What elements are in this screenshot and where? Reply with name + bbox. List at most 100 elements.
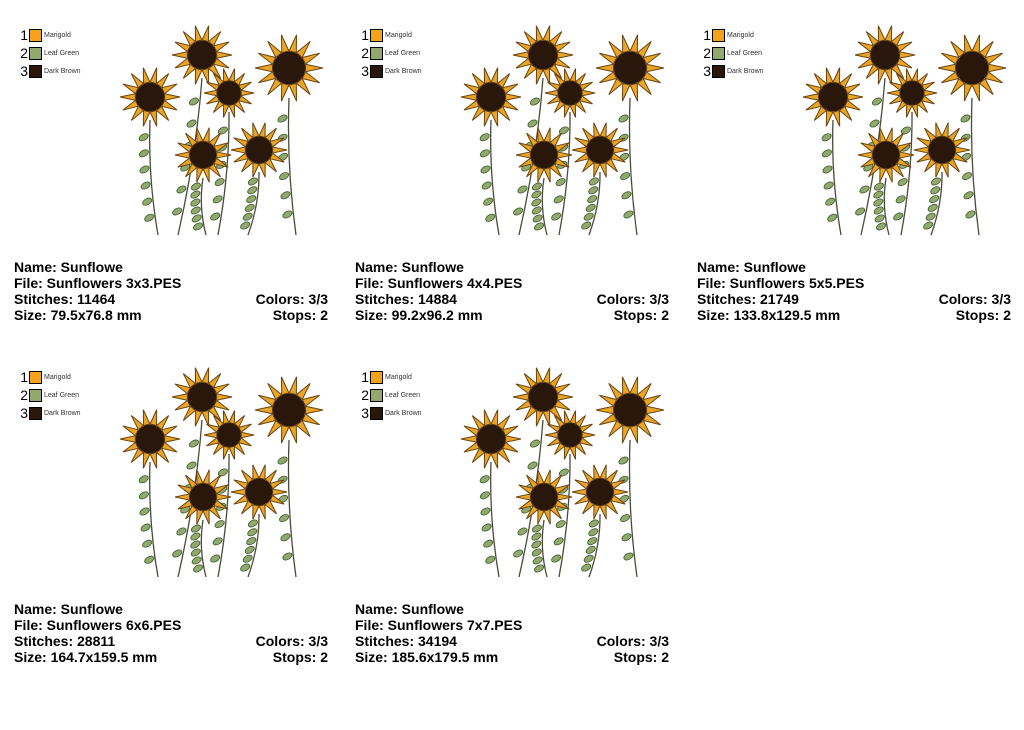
color-swatch-marigold <box>29 28 42 42</box>
color-legend: 1 Marigold 2 Leaf Green 3 Dark Brown <box>19 26 81 80</box>
design-card: 1 Marigold 2 Leaf Green 3 Dark Brown Nam… <box>0 0 330 323</box>
color-swatch-leaf-green <box>29 46 42 60</box>
legend-item: 1 Marigold <box>19 368 81 386</box>
legend-item: 1 Marigold <box>702 26 764 44</box>
design-info: Name: Sunflowe File: Sunflowers 5x5.PES … <box>697 259 1011 323</box>
legend-number: 1 <box>20 27 28 43</box>
stitch-count: Stitches: 28811 <box>14 633 116 649</box>
color-swatch-marigold <box>370 370 383 384</box>
design-file: File: Sunflowers 5x5.PES <box>697 275 865 291</box>
color-swatch-leaf-green <box>29 388 42 402</box>
design-info: Name: Sunflowe File: Sunflowers 6x6.PES … <box>14 601 328 665</box>
legend-label: Dark Brown <box>385 409 422 417</box>
legend-label: Marigold <box>385 31 412 39</box>
legend-number: 1 <box>361 369 369 385</box>
color-swatch-dark-brown <box>29 64 42 78</box>
legend-label: Marigold <box>385 373 412 381</box>
legend-label: Dark Brown <box>385 67 422 75</box>
legend-label: Marigold <box>44 31 71 39</box>
design-card: 1 Marigold 2 Leaf Green 3 Dark Brown Nam… <box>341 342 671 665</box>
color-swatch-marigold <box>29 370 42 384</box>
design-size: Size: 164.7x159.5 mm <box>14 649 158 665</box>
design-info: Name: Sunflowe File: Sunflowers 4x4.PES … <box>355 259 669 323</box>
color-swatch-marigold <box>712 28 725 42</box>
stop-count: Stops: 2 <box>272 649 328 665</box>
legend-item: 2 Leaf Green <box>19 44 81 62</box>
design-card: 1 Marigold 2 Leaf Green 3 Dark Brown Nam… <box>0 342 330 665</box>
legend-item: 3 Dark Brown <box>19 404 81 422</box>
legend-number: 3 <box>361 63 369 79</box>
legend-item: 1 Marigold <box>360 368 422 386</box>
color-legend: 1 Marigold 2 Leaf Green 3 Dark Brown <box>360 26 422 80</box>
legend-label: Dark Brown <box>44 67 81 75</box>
color-legend: 1 Marigold 2 Leaf Green 3 Dark Brown <box>702 26 764 80</box>
stop-count: Stops: 2 <box>613 649 669 665</box>
legend-number: 3 <box>20 405 28 421</box>
legend-number: 1 <box>361 27 369 43</box>
legend-item: 2 Leaf Green <box>360 44 422 62</box>
design-name: Name: Sunflowe <box>697 259 806 275</box>
design-name: Name: Sunflowe <box>355 601 464 617</box>
stitch-count: Stitches: 34194 <box>355 633 457 649</box>
legend-number: 1 <box>703 27 711 43</box>
legend-number: 3 <box>20 63 28 79</box>
design-file: File: Sunflowers 7x7.PES <box>355 617 523 633</box>
design-name: Name: Sunflowe <box>14 601 123 617</box>
design-info: Name: Sunflowe File: Sunflowers 3x3.PES … <box>14 259 328 323</box>
color-count: Colors: 3/3 <box>938 291 1011 307</box>
design-size: Size: 79.5x76.8 mm <box>14 307 142 323</box>
legend-label: Leaf Green <box>44 49 80 57</box>
stop-count: Stops: 2 <box>272 307 328 323</box>
stop-count: Stops: 2 <box>613 307 669 323</box>
legend-item: 3 Dark Brown <box>360 62 422 80</box>
color-count: Colors: 3/3 <box>255 291 328 307</box>
sunflower-embroidery-image <box>119 367 324 578</box>
sunflower-embroidery-image <box>460 25 665 236</box>
legend-label: Dark Brown <box>44 409 81 417</box>
design-size: Size: 133.8x129.5 mm <box>697 307 841 323</box>
sunflower-embroidery-image <box>460 367 665 578</box>
legend-label: Marigold <box>727 31 754 39</box>
legend-number: 3 <box>361 405 369 421</box>
stitch-count: Stitches: 21749 <box>697 291 799 307</box>
legend-label: Leaf Green <box>385 391 421 399</box>
color-swatch-marigold <box>370 28 383 42</box>
design-name: Name: Sunflowe <box>14 259 123 275</box>
legend-item: 1 Marigold <box>360 26 422 44</box>
legend-number: 1 <box>20 369 28 385</box>
legend-label: Leaf Green <box>385 49 421 57</box>
color-swatch-dark-brown <box>370 406 383 420</box>
color-swatch-leaf-green <box>712 46 725 60</box>
legend-number: 2 <box>20 45 28 61</box>
stitch-count: Stitches: 11464 <box>14 291 116 307</box>
legend-item: 3 Dark Brown <box>19 62 81 80</box>
legend-label: Leaf Green <box>44 391 80 399</box>
legend-label: Marigold <box>44 373 71 381</box>
design-card: 1 Marigold 2 Leaf Green 3 Dark Brown Nam… <box>341 0 671 323</box>
color-swatch-dark-brown <box>370 64 383 78</box>
legend-item: 2 Leaf Green <box>360 386 422 404</box>
legend-item: 1 Marigold <box>19 26 81 44</box>
sunflower-embroidery-image <box>802 25 1007 236</box>
design-file: File: Sunflowers 6x6.PES <box>14 617 182 633</box>
stitch-count: Stitches: 14884 <box>355 291 457 307</box>
legend-number: 3 <box>703 63 711 79</box>
sunflower-embroidery-image <box>119 25 324 236</box>
design-size: Size: 99.2x96.2 mm <box>355 307 483 323</box>
color-count: Colors: 3/3 <box>596 291 669 307</box>
legend-item: 2 Leaf Green <box>702 44 764 62</box>
design-name: Name: Sunflowe <box>355 259 464 275</box>
color-legend: 1 Marigold 2 Leaf Green 3 Dark Brown <box>19 368 81 422</box>
design-card: 1 Marigold 2 Leaf Green 3 Dark Brown Nam… <box>683 0 1013 323</box>
legend-item: 2 Leaf Green <box>19 386 81 404</box>
legend-number: 2 <box>361 387 369 403</box>
color-swatch-dark-brown <box>712 64 725 78</box>
color-count: Colors: 3/3 <box>255 633 328 649</box>
design-info: Name: Sunflowe File: Sunflowers 7x7.PES … <box>355 601 669 665</box>
legend-item: 3 Dark Brown <box>702 62 763 80</box>
color-count: Colors: 3/3 <box>596 633 669 649</box>
legend-number: 2 <box>703 45 711 61</box>
legend-item: 3 Dark Brown <box>360 404 422 422</box>
design-file: File: Sunflowers 4x4.PES <box>355 275 523 291</box>
design-size: Size: 185.6x179.5 mm <box>355 649 499 665</box>
